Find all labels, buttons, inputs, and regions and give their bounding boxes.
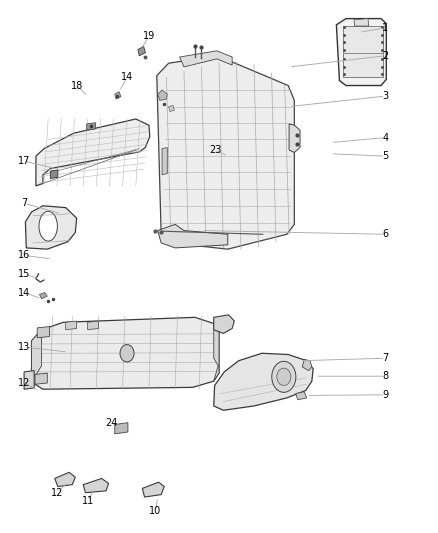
Polygon shape	[162, 148, 167, 175]
Polygon shape	[142, 482, 164, 497]
Text: 23: 23	[209, 145, 222, 155]
Text: 5: 5	[382, 151, 389, 161]
Polygon shape	[32, 317, 219, 389]
Text: 12: 12	[18, 378, 30, 388]
Polygon shape	[83, 479, 109, 492]
Text: 2: 2	[382, 51, 389, 61]
Text: 9: 9	[382, 390, 389, 400]
Ellipse shape	[39, 212, 57, 241]
Polygon shape	[169, 106, 174, 111]
Polygon shape	[115, 423, 128, 434]
Text: 15: 15	[18, 269, 30, 279]
Text: 3: 3	[382, 91, 389, 101]
Text: 13: 13	[18, 342, 30, 352]
Polygon shape	[302, 359, 312, 370]
Polygon shape	[289, 124, 300, 152]
Text: 10: 10	[149, 506, 162, 516]
Polygon shape	[336, 19, 386, 85]
Polygon shape	[296, 392, 307, 400]
Text: 12: 12	[51, 488, 63, 498]
Polygon shape	[88, 321, 99, 330]
Polygon shape	[158, 224, 228, 248]
Polygon shape	[39, 293, 47, 298]
Polygon shape	[214, 324, 219, 381]
Polygon shape	[25, 206, 77, 249]
Text: 17: 17	[18, 156, 30, 166]
Text: 7: 7	[382, 353, 389, 363]
Text: 14: 14	[121, 72, 133, 83]
Text: 1: 1	[382, 23, 389, 33]
Polygon shape	[157, 56, 294, 249]
Polygon shape	[50, 170, 58, 179]
Polygon shape	[354, 19, 369, 26]
Text: 19: 19	[143, 31, 155, 41]
Polygon shape	[35, 373, 47, 384]
Polygon shape	[180, 51, 232, 67]
Text: 4: 4	[382, 133, 389, 143]
Polygon shape	[343, 26, 383, 77]
Polygon shape	[32, 330, 42, 378]
Polygon shape	[24, 370, 34, 389]
Text: 14: 14	[18, 287, 30, 297]
Ellipse shape	[272, 361, 296, 392]
Ellipse shape	[120, 345, 134, 362]
Text: 6: 6	[382, 229, 389, 239]
Polygon shape	[55, 472, 75, 487]
Polygon shape	[87, 123, 95, 130]
Polygon shape	[214, 353, 313, 410]
Polygon shape	[66, 321, 77, 330]
Text: 11: 11	[81, 496, 94, 506]
Text: 18: 18	[71, 80, 83, 91]
Text: 7: 7	[21, 198, 27, 208]
Polygon shape	[115, 92, 121, 99]
Text: 24: 24	[106, 418, 118, 427]
Polygon shape	[214, 315, 234, 334]
Text: 8: 8	[382, 371, 389, 381]
Polygon shape	[36, 119, 150, 186]
Text: 16: 16	[18, 251, 30, 260]
Polygon shape	[158, 90, 167, 100]
Polygon shape	[37, 327, 49, 338]
Polygon shape	[138, 46, 145, 56]
Ellipse shape	[277, 368, 291, 385]
